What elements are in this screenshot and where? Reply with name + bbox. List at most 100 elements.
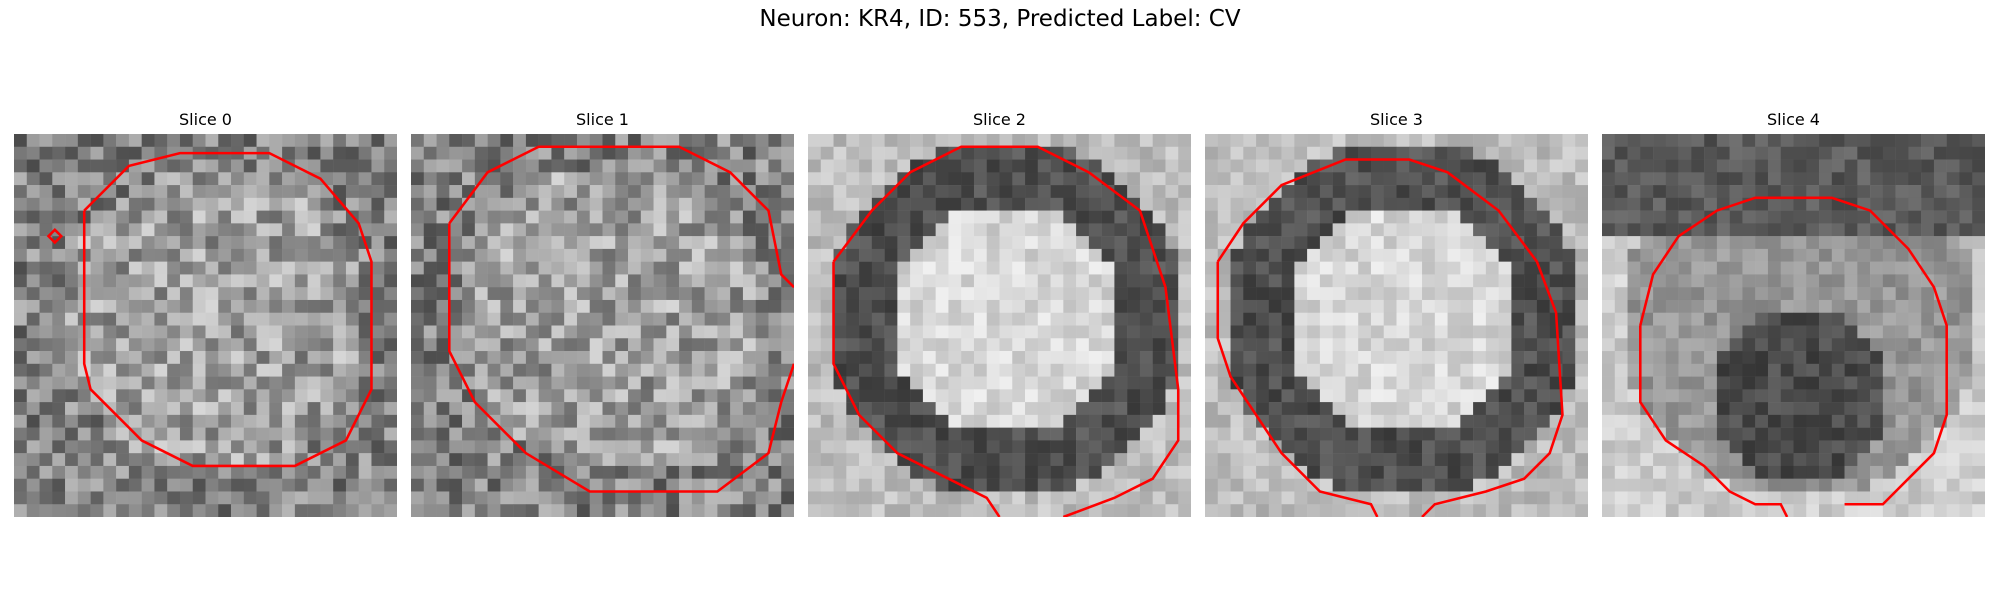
pixel	[320, 312, 334, 326]
pixel	[897, 248, 911, 262]
pixel	[1101, 146, 1115, 160]
pixel	[808, 134, 822, 148]
pixel	[474, 389, 488, 403]
pixel	[1307, 504, 1321, 517]
pixel	[1665, 312, 1679, 326]
pixel	[679, 478, 693, 492]
pixel	[1793, 363, 1807, 377]
pixel	[1511, 376, 1525, 390]
pixel	[179, 427, 193, 441]
pixel	[384, 185, 397, 199]
pixel	[1294, 146, 1308, 160]
pixel	[1767, 134, 1781, 148]
pixel	[320, 465, 334, 479]
pixel	[576, 363, 590, 377]
pixel	[103, 134, 117, 148]
pixel	[1370, 248, 1384, 262]
pixel	[1037, 312, 1051, 326]
pixel	[871, 185, 885, 199]
pixel	[1946, 351, 1960, 365]
pixel	[922, 453, 936, 467]
pixel	[1678, 504, 1692, 517]
pixel	[1383, 312, 1397, 326]
pixel	[640, 491, 654, 505]
figure-title: Neuron: KR4, ID: 553, Predicted Label: C…	[759, 6, 1241, 32]
pixel	[167, 453, 181, 467]
pixel	[551, 159, 565, 173]
pixel	[1230, 325, 1244, 339]
pixel	[615, 299, 629, 313]
pixel	[1704, 389, 1718, 403]
pixel	[474, 440, 488, 454]
pixel	[691, 427, 705, 441]
pixel	[1819, 146, 1833, 160]
pixel	[999, 325, 1013, 339]
pixel	[1908, 338, 1922, 352]
pixel	[333, 312, 347, 326]
pixel	[755, 223, 769, 237]
pixel	[1152, 134, 1166, 148]
pixel	[1562, 248, 1576, 262]
pixel	[679, 146, 693, 160]
pixel	[704, 351, 718, 365]
pixel	[1165, 210, 1179, 224]
pixel	[1050, 376, 1064, 390]
pixel	[1742, 312, 1756, 326]
pixel	[411, 414, 425, 428]
pixel	[154, 287, 168, 301]
pixel	[1819, 504, 1833, 517]
pixel	[500, 197, 514, 211]
pixel	[1678, 274, 1692, 288]
pixel	[1294, 248, 1308, 262]
pixel	[411, 287, 425, 301]
pixel	[307, 197, 321, 211]
pixel	[1485, 223, 1499, 237]
pixel	[897, 197, 911, 211]
pixel	[1485, 248, 1499, 262]
pixel	[243, 261, 257, 275]
pixel	[39, 363, 53, 377]
pixel	[1895, 376, 1909, 390]
pixel	[1319, 453, 1333, 467]
pixel	[742, 338, 756, 352]
pixel	[1139, 299, 1153, 313]
pixel	[371, 363, 385, 377]
pixel	[640, 402, 654, 416]
pixel	[294, 312, 308, 326]
pixel	[551, 248, 565, 262]
pixel	[1895, 312, 1909, 326]
pixel	[1536, 389, 1550, 403]
pixel	[1422, 261, 1436, 275]
pixel	[1307, 134, 1321, 148]
pixel	[1025, 210, 1039, 224]
pixel	[897, 389, 911, 403]
pixel	[1972, 363, 1985, 377]
pixel	[1678, 427, 1692, 441]
pixel	[1819, 287, 1833, 301]
pixel	[1933, 236, 1947, 250]
pixel	[846, 210, 860, 224]
pixel	[307, 504, 321, 517]
pixel	[1460, 376, 1474, 390]
pixel	[859, 299, 873, 313]
pixel	[282, 465, 296, 479]
pixel	[26, 287, 40, 301]
pixel	[833, 159, 847, 173]
pixel	[358, 274, 372, 288]
pixel	[1114, 325, 1128, 339]
pixel	[704, 504, 718, 517]
pixel	[1114, 248, 1128, 262]
pixel	[884, 427, 898, 441]
pixel	[1205, 338, 1219, 352]
pixel	[1602, 440, 1616, 454]
pixel	[205, 376, 219, 390]
pixel	[755, 248, 769, 262]
pixel	[717, 414, 731, 428]
pixel	[922, 210, 936, 224]
pixel	[742, 274, 756, 288]
pixel	[449, 287, 463, 301]
pixel	[1358, 478, 1372, 492]
pixel	[1332, 274, 1346, 288]
pixel	[1332, 236, 1346, 250]
pixel	[65, 478, 79, 492]
